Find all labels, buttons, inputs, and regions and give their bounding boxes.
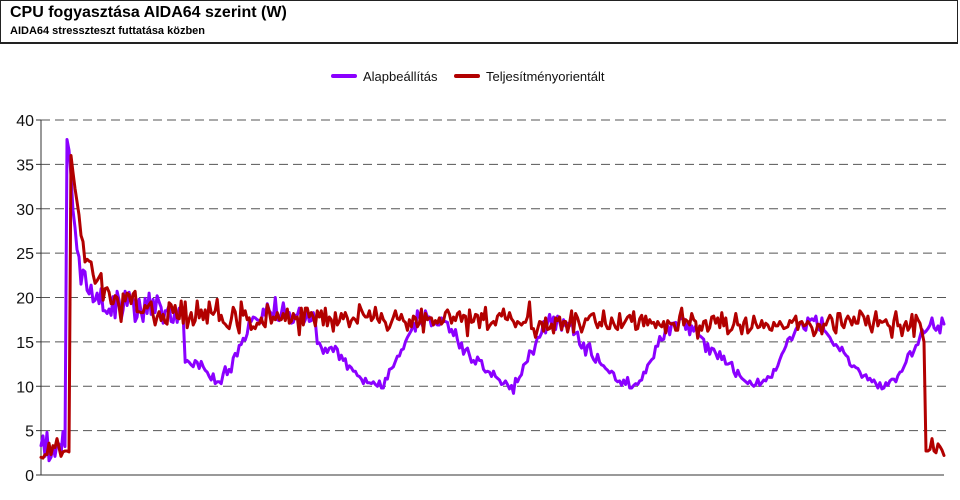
legend-label-2: Teljesítményorientált — [486, 69, 605, 84]
y-tick-label: 30 — [16, 202, 34, 219]
y-tick-label: 25 — [16, 246, 34, 263]
chart-subtitle: AIDA64 stresszteszt futtatása közben — [10, 25, 206, 37]
y-tick-label: 10 — [16, 379, 34, 396]
legend: Alapbeállítás Teljesítményorientált — [331, 69, 605, 84]
series-lines — [39, 138, 946, 463]
series-line-1 — [39, 138, 946, 463]
legend-label-1: Alapbeállítás — [363, 69, 438, 84]
chart-header: CPU fogyasztása AIDA64 szerint (W) AIDA6… — [0, 0, 958, 44]
series-line-2 — [39, 154, 946, 460]
y-tick-label: 0 — [25, 468, 34, 485]
chart-title: CPU fogyasztása AIDA64 szerint (W) — [10, 4, 287, 21]
y-tick-label: 40 — [16, 113, 34, 130]
y-tick-label: 5 — [25, 424, 34, 441]
y-tick-label: 20 — [16, 291, 34, 308]
gridlines — [41, 119, 946, 432]
y-tick-label: 35 — [16, 157, 34, 174]
y-tick-label: 15 — [16, 335, 34, 352]
y-axis: 0 5 10 15 20 25 30 35 40 — [16, 113, 944, 485]
